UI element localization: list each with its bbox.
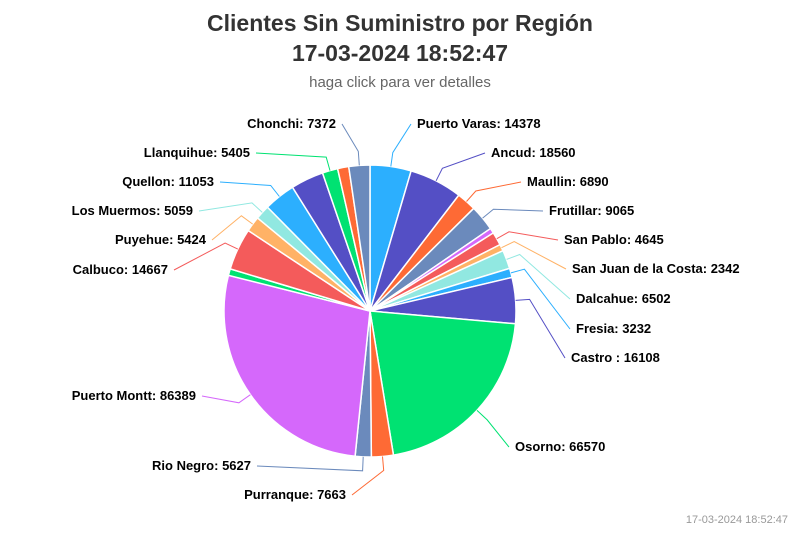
connector-line bbox=[256, 456, 364, 472]
connector-line bbox=[506, 253, 571, 300]
slice-data-label: Castro : 16108 bbox=[571, 350, 660, 365]
connector-line bbox=[390, 123, 412, 167]
connector-line bbox=[201, 394, 251, 404]
slice-data-label: Dalcahue: 6502 bbox=[576, 291, 671, 306]
connector-line bbox=[510, 268, 571, 330]
slice-data-label: Los Muermos: 5059 bbox=[72, 203, 193, 218]
slice-data-label: Osorno: 66570 bbox=[515, 439, 605, 454]
connector-line bbox=[501, 241, 567, 270]
connector-line bbox=[435, 152, 486, 182]
slice-data-label: Calbuco: 14667 bbox=[73, 262, 168, 277]
connector-line bbox=[496, 231, 559, 241]
connector-line bbox=[476, 410, 510, 448]
slice-data-label: Chonchi: 7372 bbox=[247, 116, 336, 131]
pie-slice[interactable] bbox=[223, 274, 371, 458]
chart-credit-timestamp: 17-03-2024 18:52:47 bbox=[685, 514, 788, 526]
connector-line bbox=[482, 208, 544, 219]
connector-line bbox=[198, 202, 263, 213]
slice-data-label: San Juan de la Costa: 2342 bbox=[572, 261, 740, 276]
slice-data-label: Quellon: 11053 bbox=[122, 174, 214, 189]
slice-data-label: Frutillar: 9065 bbox=[549, 203, 634, 218]
connector-line bbox=[466, 181, 522, 202]
connector-line bbox=[341, 123, 360, 166]
pie-slice[interactable] bbox=[369, 310, 517, 456]
slice-data-label: Rio Negro: 5627 bbox=[152, 458, 251, 473]
connector-line bbox=[219, 181, 280, 197]
connector-line bbox=[173, 242, 239, 271]
slice-data-label: San Pablo: 4645 bbox=[564, 232, 664, 247]
slice-data-label: Puerto Varas: 14378 bbox=[417, 116, 541, 131]
slice-data-label: Ancud: 18560 bbox=[491, 145, 576, 160]
slice-data-label: Fresia: 3232 bbox=[576, 321, 651, 336]
connector-line bbox=[515, 298, 566, 359]
chart-title-line1: Clientes Sin Suministro por Región bbox=[207, 10, 593, 36]
chart-title-line2: 17-03-2024 18:52:47 bbox=[291, 40, 509, 66]
slice-data-label: Puyehue: 5424 bbox=[115, 232, 207, 247]
slice-data-label: Maullin: 6890 bbox=[527, 174, 609, 189]
slice-data-label: Puerto Montt: 86389 bbox=[72, 388, 196, 403]
connector-line bbox=[211, 215, 253, 241]
connector-line bbox=[351, 456, 385, 496]
slice-data-label: Purranque: 7663 bbox=[244, 487, 346, 502]
slice-data-label: Llanquihue: 5405 bbox=[144, 145, 250, 160]
connector-line bbox=[255, 152, 331, 171]
chart-subtitle: haga click para ver detalles bbox=[309, 74, 491, 91]
